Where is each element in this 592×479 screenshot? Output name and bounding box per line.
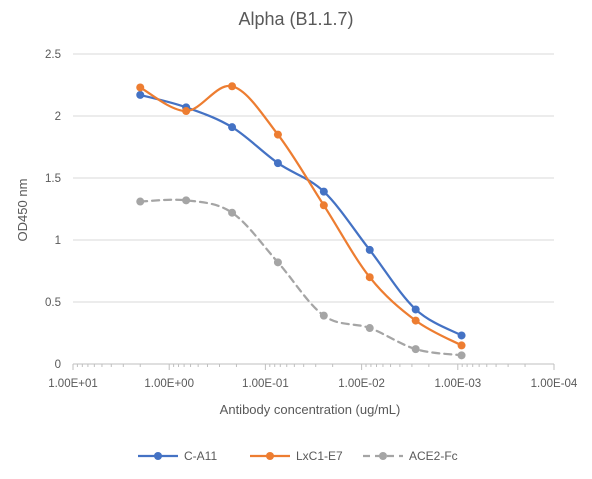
data-point-lxc1-e7 — [228, 82, 237, 91]
data-point-ace2-fc — [273, 258, 282, 267]
data-point-lxc1-e7 — [457, 341, 466, 350]
data-point-c-a11 — [365, 245, 374, 254]
x-tick-label: 1.00E-02 — [338, 378, 385, 390]
data-point-c-a11 — [319, 187, 328, 196]
data-point-ace2-fc — [228, 208, 237, 217]
axes — [72, 363, 555, 370]
y-tick-label: 0.5 — [45, 297, 61, 309]
x-tick-label: 1.00E+01 — [48, 378, 98, 390]
data-point-lxc1-e7 — [319, 201, 328, 210]
gridlines — [73, 53, 554, 303]
data-point-lxc1-e7 — [136, 83, 145, 92]
x-tick-label: 1.00E+00 — [144, 378, 194, 390]
legend-marker-lxc1-e7 — [266, 452, 274, 460]
series-group — [136, 82, 466, 360]
y-tick-label: 2 — [55, 111, 61, 123]
chart-title: Alpha (B1.1.7) — [238, 9, 353, 29]
y-tick-label: 2.5 — [45, 49, 61, 61]
data-point-ace2-fc — [411, 345, 420, 354]
data-point-ace2-fc — [457, 351, 466, 360]
series-line-lxc1-e7 — [139, 85, 463, 347]
x-tick-label: 1.00E-04 — [531, 378, 578, 390]
legend-marker-ace2-fc — [379, 452, 387, 460]
data-point-lxc1-e7 — [273, 130, 282, 139]
x-tick-label: 1.00E-03 — [434, 378, 481, 390]
series-line-ace2-fc — [139, 198, 463, 357]
x-axis-ticks: 1.00E+01 1.00E+00 1.00E-01 1.00E-02 1.00E-03… — [48, 378, 578, 390]
legend-label-c-a11: C-A11 — [184, 449, 217, 463]
x-tick-label: 1.00E-01 — [242, 378, 289, 390]
legend-marker-c-a11 — [154, 452, 162, 460]
series-line-c-a11 — [139, 93, 463, 337]
data-point-c-a11 — [136, 90, 145, 99]
data-point-ace2-fc — [136, 197, 145, 206]
y-tick-label: 1.5 — [45, 173, 61, 185]
x-axis-label: Antibody concentration (ug/mL) — [220, 402, 401, 417]
y-tick-label: 0 — [55, 359, 61, 371]
data-point-c-a11 — [411, 305, 420, 314]
y-axis-label: OD450 nm — [15, 179, 30, 242]
y-axis-ticks: 0 0.5 1 1.5 2 2.5 — [45, 49, 61, 371]
data-point-ace2-fc — [182, 196, 191, 205]
data-point-lxc1-e7 — [182, 107, 191, 116]
legend-label-lxc1-e7: LxC1-E7 — [296, 449, 343, 463]
data-point-lxc1-e7 — [365, 273, 374, 282]
data-point-c-a11 — [457, 331, 466, 340]
data-point-c-a11 — [228, 123, 237, 132]
y-tick-label: 1 — [55, 235, 61, 247]
legend: C-A11 LxC1-E7 ACE2-Fc — [138, 449, 458, 463]
data-point-ace2-fc — [319, 311, 328, 320]
legend-label-ace2-fc: ACE2-Fc — [409, 449, 458, 463]
data-point-lxc1-e7 — [411, 316, 420, 325]
data-point-c-a11 — [273, 159, 282, 168]
data-point-ace2-fc — [365, 324, 374, 333]
